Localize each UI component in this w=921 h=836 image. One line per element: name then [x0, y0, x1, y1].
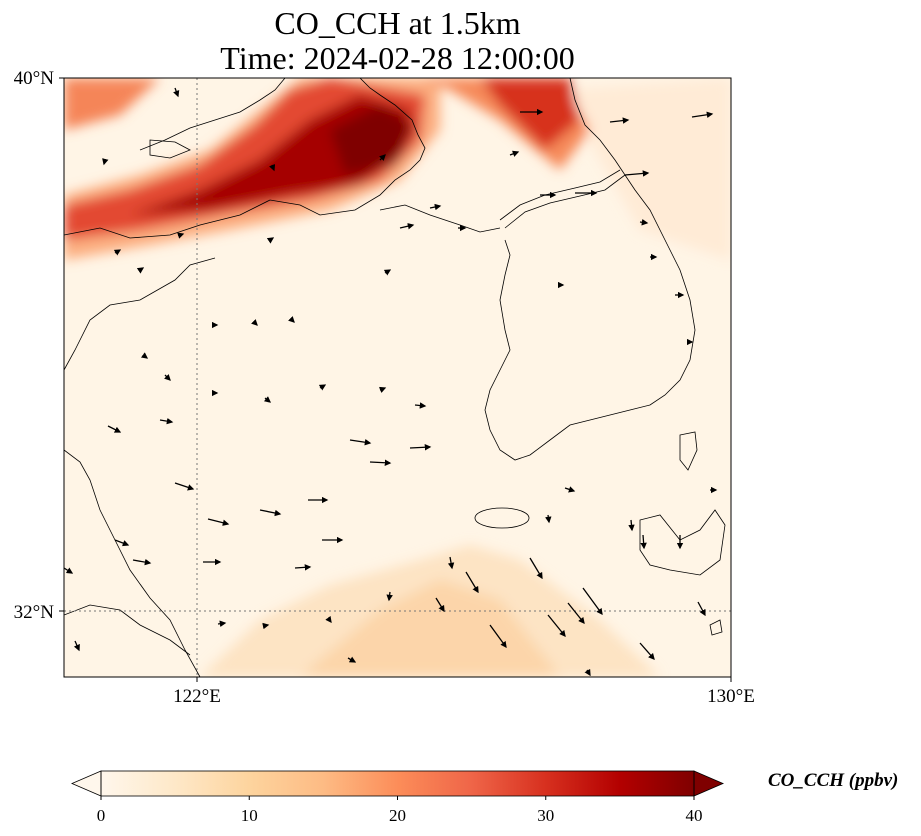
lon-tick-130e: 130°E — [707, 686, 755, 707]
wind-arrow — [378, 386, 387, 393]
map-title-line-1: CO_CCH at 1.5km — [274, 5, 521, 41]
colorbar: 0 10 20 30 40 — [70, 770, 725, 825]
plume-north-peak — [330, 105, 415, 175]
wind-arrow — [547, 614, 566, 638]
wind-arrow — [529, 557, 543, 580]
wind-arrow — [262, 622, 270, 630]
wind-arrow — [107, 425, 122, 433]
colorbar-tick-label: 0 — [97, 806, 106, 825]
plume-east — [560, 78, 731, 260]
colorbar-tick-label: 30 — [537, 806, 554, 825]
wind-arrow — [347, 656, 357, 663]
wind-arrow — [564, 486, 576, 493]
wind-arrow — [697, 601, 706, 617]
gridlines — [64, 78, 731, 677]
wind-arrow — [174, 482, 195, 491]
wind-arrow — [429, 203, 442, 211]
wind-arrow — [177, 232, 185, 239]
wind-arrow — [73, 640, 80, 652]
wind-arrow — [545, 514, 552, 524]
wind-arrow — [173, 87, 180, 98]
wind-arrow — [369, 459, 392, 466]
colorbar-tick-label: 20 — [389, 806, 406, 825]
wind-vectors — [64, 87, 718, 677]
wind-arrow — [318, 384, 327, 391]
lat-tick-32n: 32°N — [14, 602, 55, 623]
colorbar-ticks: 0 10 20 30 40 — [97, 796, 703, 825]
wind-arrow — [140, 352, 149, 359]
wind-arrow — [691, 111, 714, 118]
wind-arrow — [269, 163, 276, 172]
plume-south-core — [300, 580, 560, 677]
wind-arrow — [435, 597, 445, 613]
colorbar-title: CO_CCH (ppbv) — [768, 770, 899, 791]
wind-arrow — [164, 374, 171, 381]
wind-arrow — [379, 154, 386, 161]
co-field — [64, 78, 731, 677]
wind-arrow — [207, 518, 230, 526]
wind-arrow — [383, 269, 392, 276]
colorbar-extend-min — [70, 770, 102, 797]
wind-arrow — [639, 642, 655, 660]
wind-arrow — [251, 319, 258, 326]
map-title-line-2: Time: 2024-02-28 12:00:00 — [220, 40, 575, 76]
wind-arrow — [114, 539, 130, 547]
colorbar-tick-label: 10 — [241, 806, 258, 825]
wind-arrow — [263, 396, 272, 403]
wind-arrow — [64, 567, 74, 574]
wind-arrow — [567, 602, 585, 625]
wind-arrow — [489, 624, 507, 649]
colorbar-gradient — [101, 771, 694, 796]
wind-arrow — [325, 615, 332, 624]
wind-arrow — [624, 170, 650, 177]
wind-arrow — [294, 564, 312, 571]
wind-arrow — [509, 150, 520, 157]
wind-arrow — [136, 267, 145, 274]
wind-arrow — [465, 571, 479, 594]
wind-arrow — [639, 219, 649, 226]
wind-arrow — [217, 620, 227, 627]
wind-arrow — [640, 534, 647, 550]
lat-tick-40n: 40°N — [14, 68, 55, 89]
coastlines — [64, 78, 726, 677]
map-panel — [64, 78, 731, 677]
wind-arrow — [609, 117, 630, 124]
wind-arrow — [113, 249, 122, 256]
wind-arrow — [399, 223, 415, 230]
wind-arrow — [409, 444, 432, 451]
lon-tick-122e: 122°E — [173, 686, 221, 707]
plume-northeast-core — [480, 78, 580, 150]
wind-arrow — [628, 519, 635, 532]
wind-arrow — [414, 402, 427, 409]
wind-arrow — [102, 158, 109, 166]
wind-arrow — [386, 591, 393, 602]
colorbar-extend-max — [693, 770, 725, 797]
wind-arrow — [159, 417, 174, 425]
wind-arrow — [447, 556, 455, 570]
wind-arrow — [288, 316, 295, 323]
wind-arrow — [582, 587, 603, 616]
wind-arrow — [349, 439, 372, 446]
colorbar-tick-label: 40 — [686, 806, 703, 825]
wind-arrow — [132, 558, 152, 566]
map-frame — [63, 77, 732, 678]
wind-arrow — [584, 668, 591, 677]
wind-arrow — [259, 509, 282, 517]
wind-arrow — [266, 237, 275, 244]
plume-northwest — [64, 78, 160, 130]
